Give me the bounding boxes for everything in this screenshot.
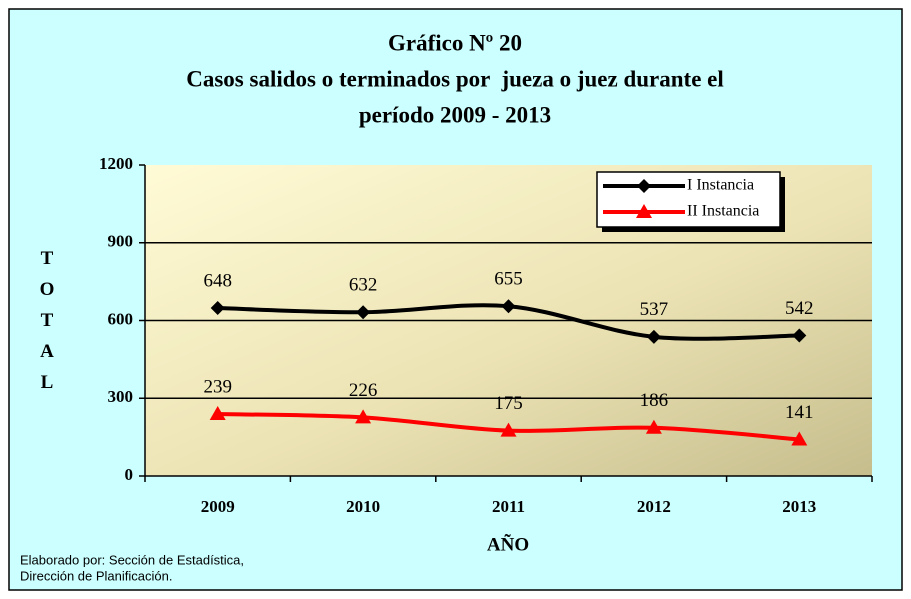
legend-marker bbox=[636, 204, 652, 218]
data-label: 655 bbox=[494, 269, 523, 290]
legend-label: II Instancia bbox=[687, 203, 759, 220]
data-point bbox=[501, 299, 516, 314]
x-tick-label: 2012 bbox=[637, 497, 671, 516]
y-tick-label: 1200 bbox=[99, 154, 133, 173]
data-label: 226 bbox=[349, 380, 378, 401]
legend bbox=[596, 171, 781, 228]
data-label: 239 bbox=[203, 376, 232, 397]
data-point bbox=[645, 419, 662, 434]
legend-label: I Instancia bbox=[687, 177, 754, 194]
data-point bbox=[646, 329, 661, 344]
x-tick-label: 2010 bbox=[346, 497, 380, 516]
x-tick-label: 2011 bbox=[492, 497, 525, 516]
data-point bbox=[500, 422, 517, 437]
y-tick-label: 0 bbox=[125, 465, 134, 484]
y-tick-label: 600 bbox=[108, 309, 134, 328]
data-label: 648 bbox=[203, 270, 232, 291]
legend-marker bbox=[637, 179, 651, 193]
chart-title: Gráfico Nº 20 bbox=[388, 30, 522, 55]
data-label: 542 bbox=[785, 298, 814, 319]
data-point bbox=[792, 328, 807, 343]
x-tick-label: 2013 bbox=[782, 497, 816, 516]
chart-title: Casos salidos o terminados por jueza o j… bbox=[186, 66, 724, 91]
y-tick-label: 300 bbox=[108, 387, 134, 406]
data-point bbox=[209, 406, 226, 421]
data-label: 632 bbox=[349, 275, 378, 296]
source-note: Dirección de Planificación. bbox=[20, 568, 172, 583]
data-point bbox=[791, 431, 808, 446]
y-tick-label: 900 bbox=[108, 232, 134, 251]
data-label: 186 bbox=[640, 390, 669, 411]
x-axis-label: AÑO bbox=[487, 533, 529, 555]
y-axis-label: TOTAL bbox=[39, 248, 55, 393]
data-point bbox=[355, 409, 372, 424]
data-label: 175 bbox=[494, 393, 523, 414]
data-label: 537 bbox=[640, 299, 669, 320]
x-tick-label: 2009 bbox=[201, 497, 235, 516]
data-point bbox=[210, 301, 225, 316]
data-label: 141 bbox=[785, 402, 814, 423]
chart-title: período 2009 - 2013 bbox=[359, 102, 551, 127]
source-note: Elaborado por: Sección de Estadística, bbox=[20, 552, 244, 567]
data-point bbox=[356, 305, 371, 320]
